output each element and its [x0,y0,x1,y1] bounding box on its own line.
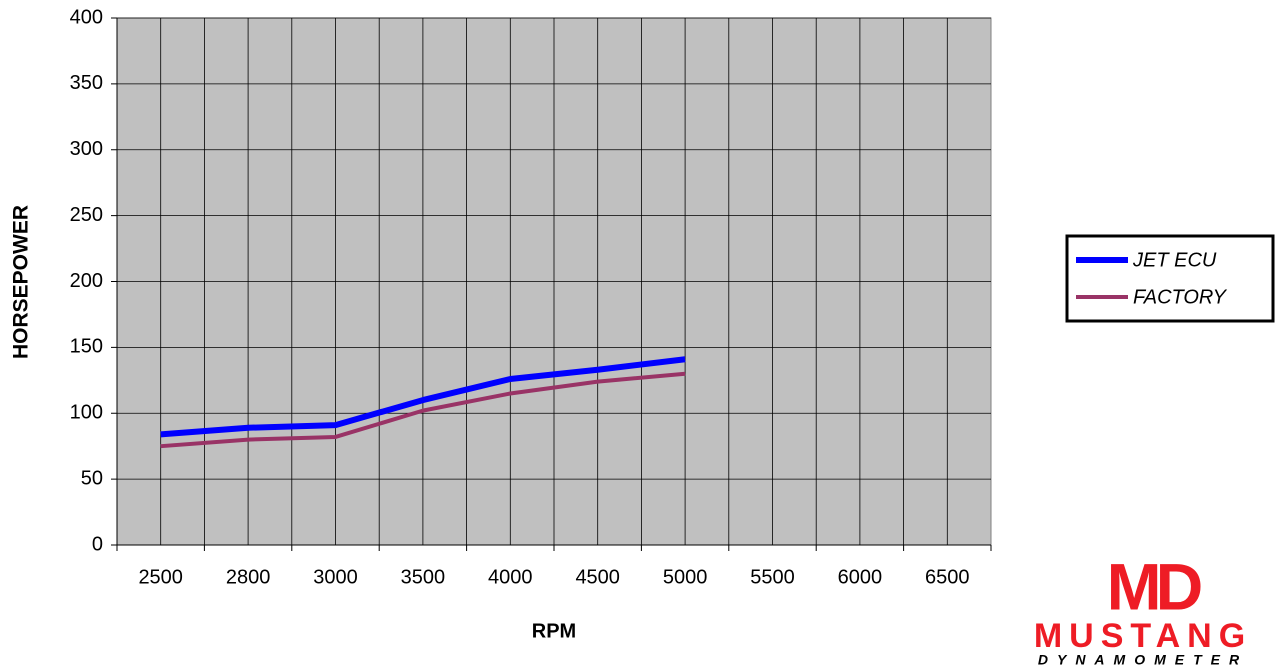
x-tick-label: 4000 [488,566,533,588]
x-tick-label: 2800 [226,566,271,588]
y-tick-label: 100 [70,402,103,424]
logo-name: MUSTANG [1034,617,1252,655]
y-tick-label: 250 [70,204,103,226]
series-line [160,371,686,449]
y-tick-label: 0 [92,533,103,555]
x-tick-label: 2500 [138,566,183,588]
x-tick-label: 4500 [575,566,620,588]
x-tick-label: 3000 [313,566,358,588]
x-tick-label: 5000 [663,566,708,588]
y-tick-label: 200 [70,270,103,292]
x-tick-label: 6000 [838,566,883,588]
y-tick-label: 400 [70,6,103,28]
y-axis-title: HORSEPOWER [10,205,33,359]
y-tick-label: 50 [81,467,103,489]
grid [117,17,991,546]
y-tick-label: 300 [70,138,103,160]
legend-label: JET ECU [1132,249,1217,271]
y-tick-label: 150 [70,336,103,358]
x-tick-label: 5500 [750,566,795,588]
logo: MD MUSTANG DYNAMOMETER [1034,549,1252,668]
x-axis-title: RPM [532,620,576,642]
legend-label: FACTORY [1133,286,1228,308]
logo-mark: MD [1107,549,1201,623]
logo-tagline: DYNAMOMETER [1038,652,1248,668]
x-tick-label: 3500 [401,566,446,588]
lines [160,356,686,449]
x-tick-label: 6500 [925,566,970,588]
y-tick-label: 350 [70,72,103,94]
series-line [160,356,686,438]
legend [1065,234,1275,323]
